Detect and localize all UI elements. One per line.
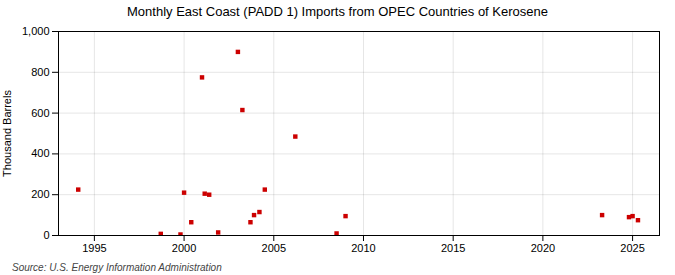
svg-text:2005: 2005 xyxy=(262,242,286,254)
svg-text:2020: 2020 xyxy=(531,242,555,254)
svg-text:400: 400 xyxy=(31,147,49,159)
svg-text:2015: 2015 xyxy=(441,242,465,254)
html-text:Source: U.S. Energy Informatio: Source: U.S. Energy Information Administ… xyxy=(12,262,222,273)
svg-text:600: 600 xyxy=(31,107,49,119)
svg-text:1,000: 1,000 xyxy=(22,25,50,37)
svg-text:200: 200 xyxy=(31,188,49,200)
svg-text:800: 800 xyxy=(31,66,49,78)
svg-text:2010: 2010 xyxy=(351,242,375,254)
svg-text:2000: 2000 xyxy=(172,242,196,254)
svg-text:Thousand Barrels: Thousand Barrels xyxy=(1,90,13,177)
svg-text:2025: 2025 xyxy=(620,242,644,254)
svg-text:1995: 1995 xyxy=(82,242,106,254)
html-text:Monthly East Coast (PADD 1) Im: Monthly East Coast (PADD 1) Imports from… xyxy=(127,4,548,19)
svg-text:0: 0 xyxy=(43,229,49,241)
